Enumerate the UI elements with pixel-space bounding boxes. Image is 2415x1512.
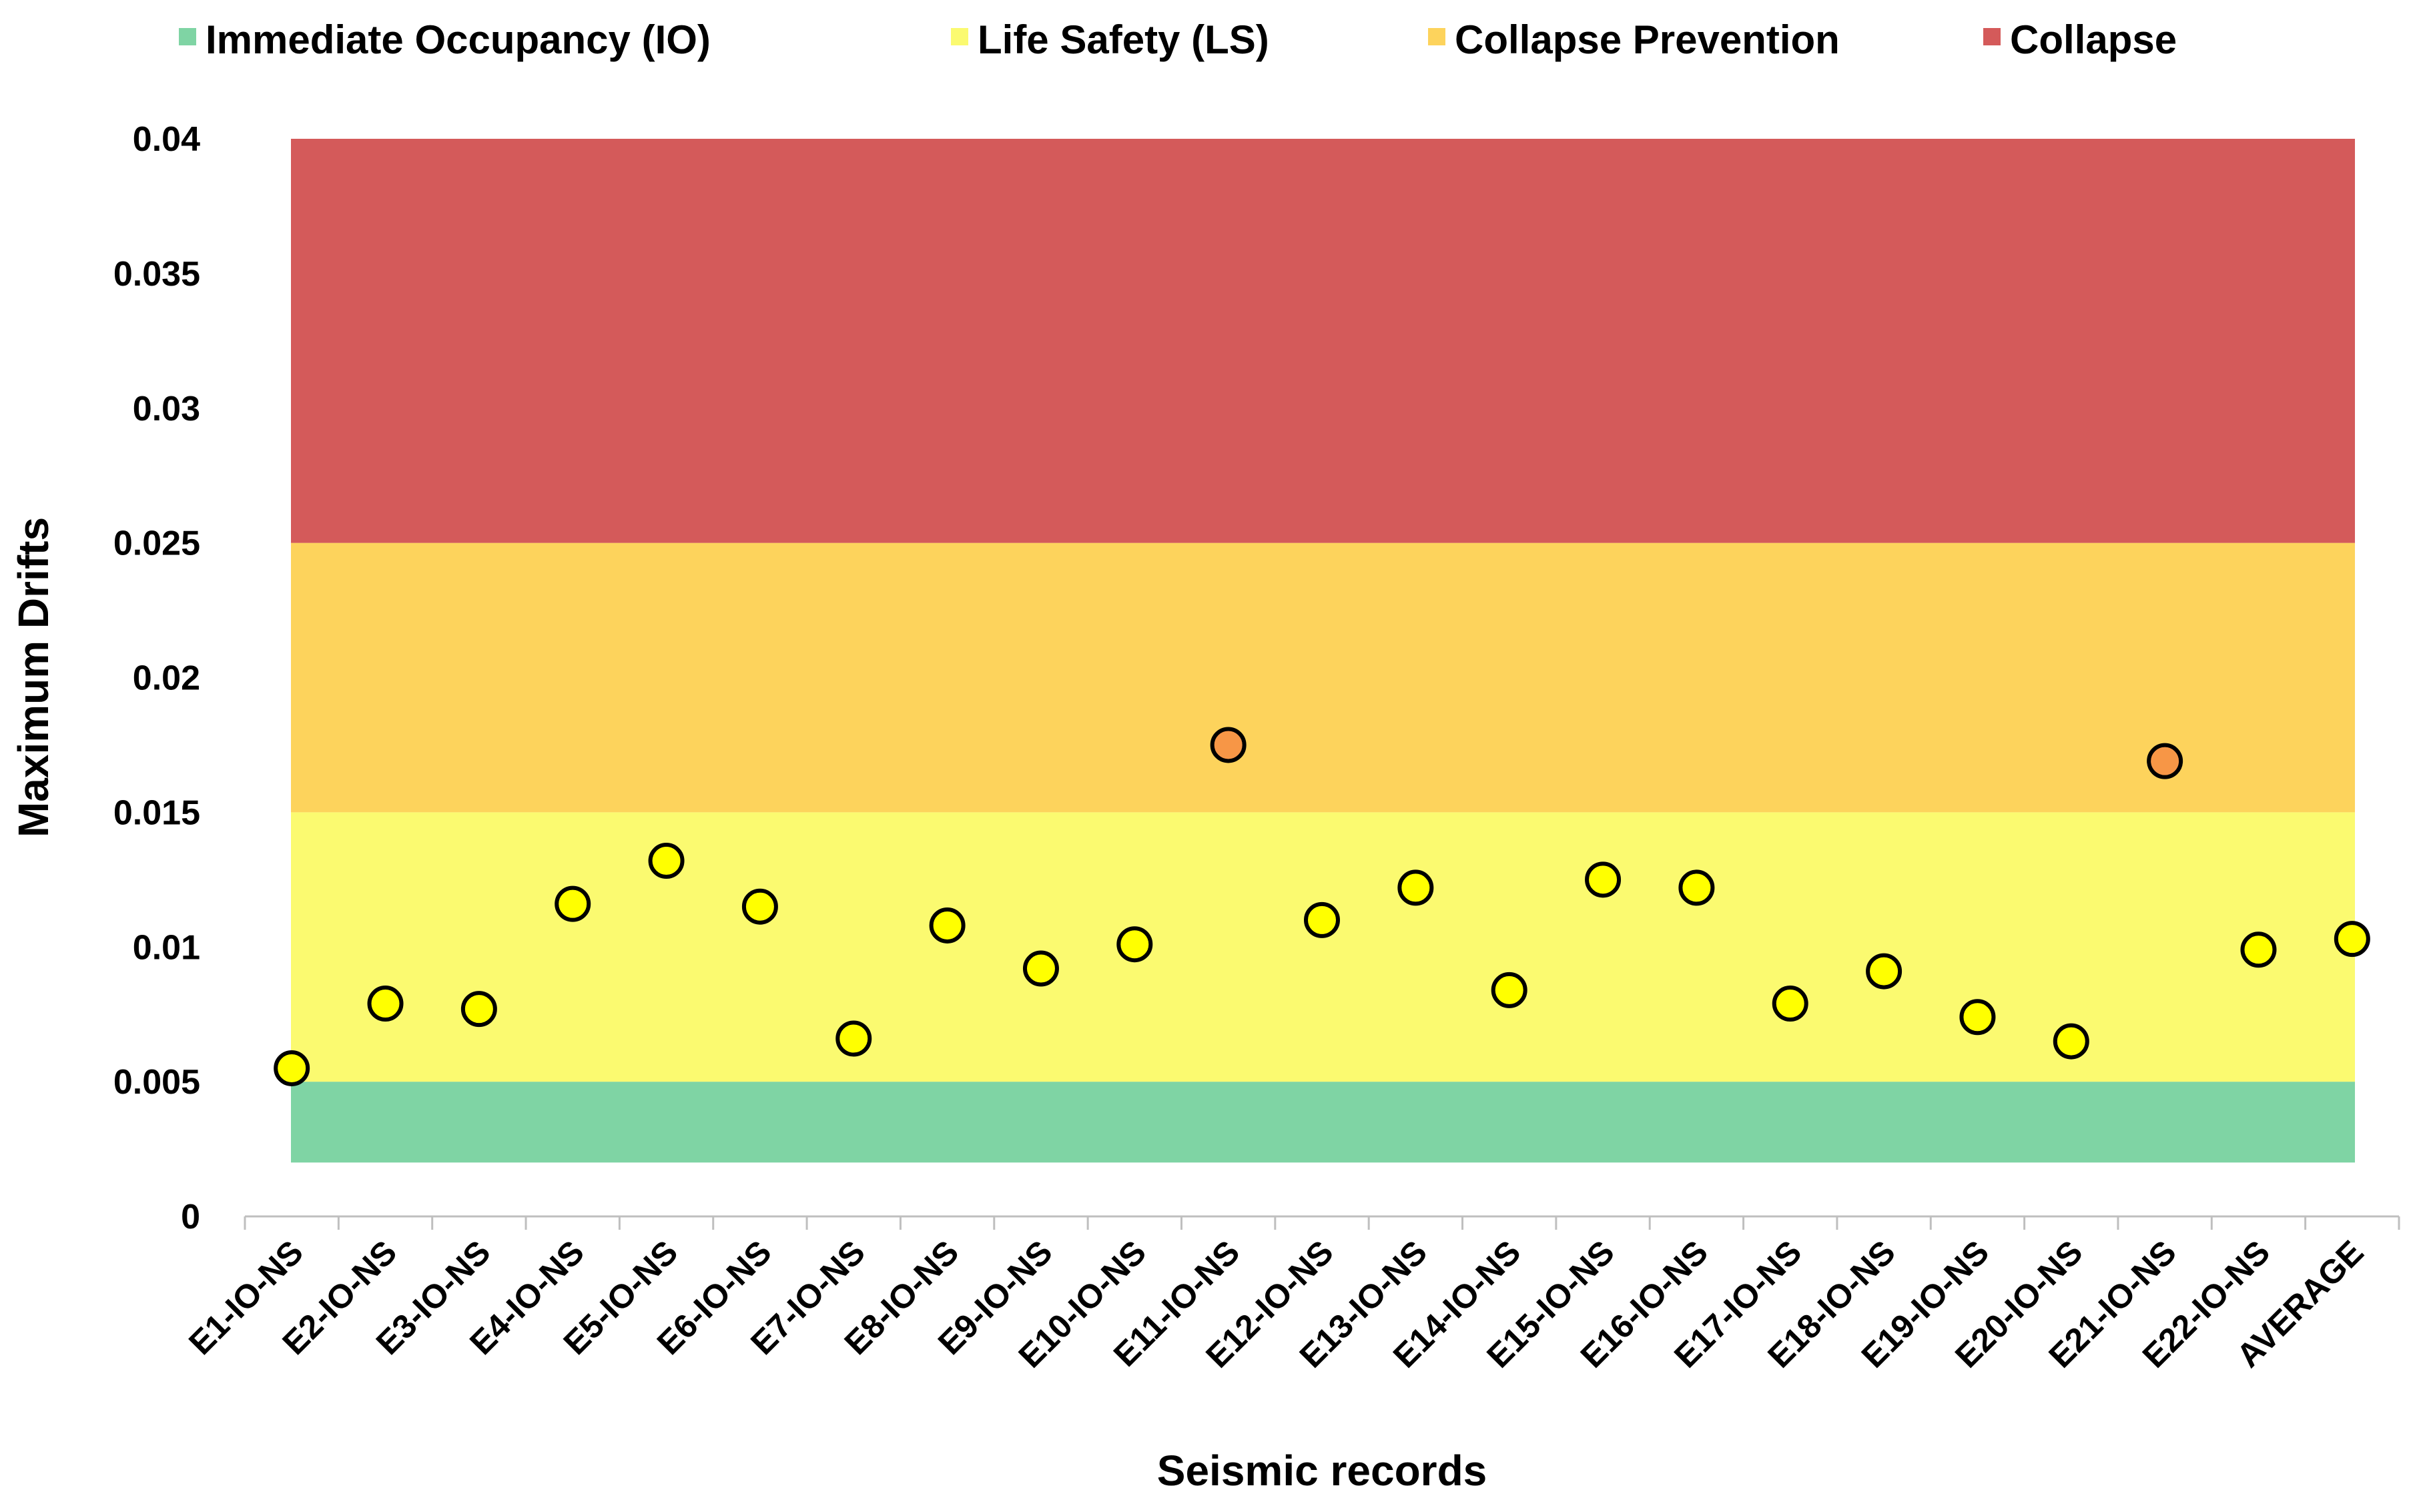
data-point xyxy=(460,991,497,1028)
data-point xyxy=(274,1050,310,1086)
data-point xyxy=(367,986,404,1022)
data-points xyxy=(274,727,2370,1086)
data-point xyxy=(1585,861,1622,898)
y-tick-label: 0.005 xyxy=(113,1063,200,1102)
data-point xyxy=(648,843,685,879)
legend-label-0: Immediate Occupancy (IO) xyxy=(206,17,711,62)
data-point xyxy=(555,885,591,922)
legend-swatch-2 xyxy=(1428,28,1445,45)
data-point xyxy=(1022,950,1059,987)
data-point xyxy=(1116,926,1153,963)
data-point xyxy=(1210,727,1247,763)
y-axis-ticks: 0 0.005 0.01 0.015 0.02 0.025 0.03 0.035 0.04 xyxy=(113,120,200,1236)
data-point xyxy=(1678,869,1715,906)
y-tick-label: 0.01 xyxy=(133,928,200,967)
y-tick-label: 0.04 xyxy=(133,120,200,159)
legend: Immediate Occupancy (IO) Life Safety (LS)… xyxy=(179,17,2177,62)
band-0 xyxy=(291,1082,2355,1163)
performance-bands xyxy=(291,139,2355,1163)
data-point xyxy=(1304,901,1340,938)
data-point xyxy=(1397,869,1434,906)
legend-swatch-3 xyxy=(1983,28,2001,45)
data-point xyxy=(1959,999,1996,1036)
x-axis-title: Seismic records xyxy=(1157,1447,1487,1495)
data-point xyxy=(2147,743,2183,779)
legend-label-1: Life Safety (LS) xyxy=(978,17,1269,62)
y-tick-label: 0.035 xyxy=(113,255,200,294)
y-tick-label: 0 xyxy=(181,1198,200,1236)
band-1 xyxy=(291,812,2355,1082)
legend-label-3: Collapse xyxy=(2010,17,2177,62)
data-point xyxy=(835,1020,872,1057)
y-tick-label: 0.025 xyxy=(113,524,200,563)
data-point xyxy=(2053,1023,2089,1060)
legend-swatch-1 xyxy=(951,28,968,45)
legend-swatch-0 xyxy=(179,28,196,45)
data-point xyxy=(2334,921,2370,958)
y-tick-label: 0.02 xyxy=(133,659,200,698)
data-point xyxy=(929,907,966,943)
axes xyxy=(244,1215,2400,1230)
data-point xyxy=(2240,931,2277,968)
y-tick-label: 0.03 xyxy=(133,390,200,428)
band-3 xyxy=(291,139,2355,543)
data-point xyxy=(1772,986,1808,1022)
data-point xyxy=(1866,953,1903,990)
band-2 xyxy=(291,542,2355,813)
data-point xyxy=(741,888,778,925)
y-tick-label: 0.015 xyxy=(113,793,200,832)
data-point xyxy=(1491,972,1527,1008)
x-axis-ticks: E1-IO-NSE2-IO-NSE3-IO-NSE4-IO-NSE5-IO-NS… xyxy=(182,1233,2370,1375)
y-axis-title: Maximum Drifts xyxy=(9,517,57,837)
legend-label-2: Collapse Prevention xyxy=(1455,17,1840,62)
